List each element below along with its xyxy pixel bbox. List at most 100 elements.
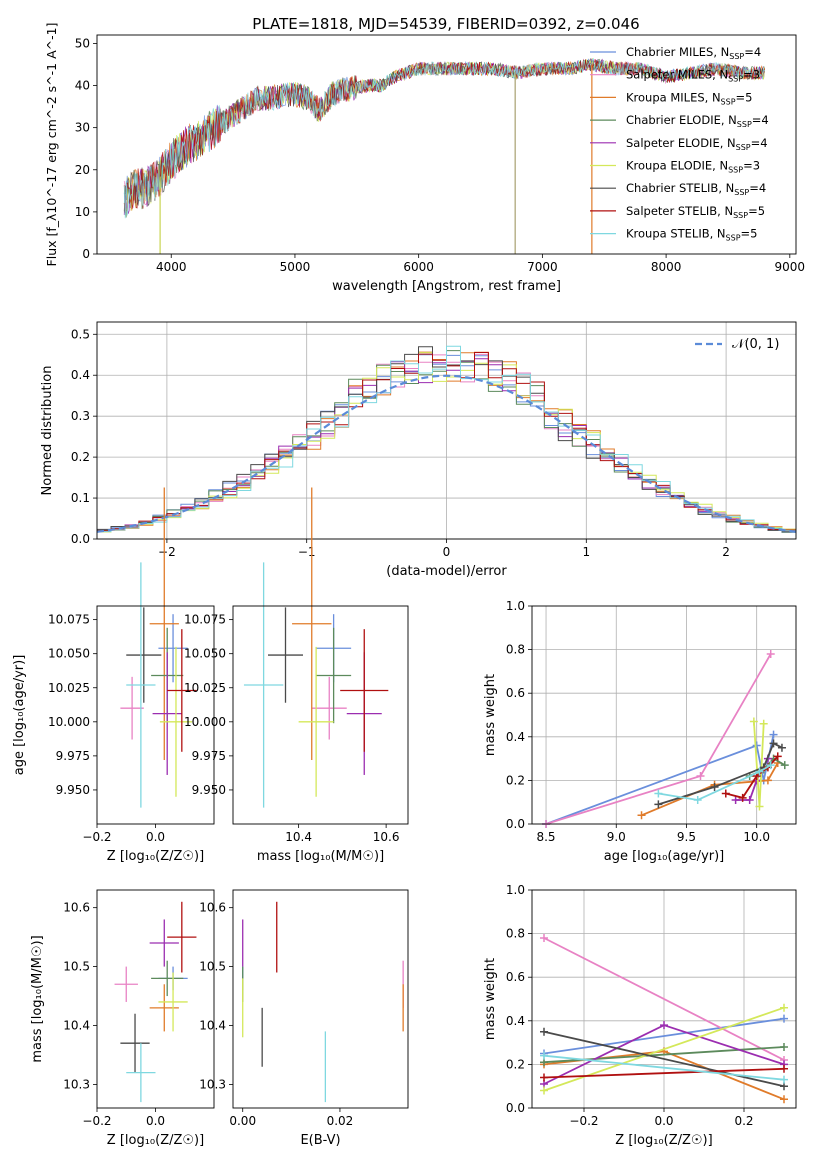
weight-marker (780, 1064, 788, 1073)
y-tick-label: 9.975 (56, 749, 90, 763)
legend: Chabrier MILES, NSSP=4 Salpeter MILES, NS… (590, 45, 769, 243)
weight-marker (752, 741, 761, 750)
weight-line (641, 762, 779, 817)
weight-marker (780, 761, 789, 770)
weight-marker (738, 793, 747, 802)
weight-line (543, 1054, 785, 1081)
x-tick-label: 10.6 (373, 830, 400, 844)
y-axis-label: mass weight (483, 674, 498, 756)
y-tick-label: 0.4 (71, 368, 90, 382)
legend-entry: Salpeter ELODIE, NSSP=4 (626, 136, 768, 152)
x-tick-label: 8.5 (536, 830, 555, 844)
y-tick-label: 0.8 (506, 927, 525, 941)
x-tick-label: 8000 (651, 260, 682, 274)
axes-frame (232, 605, 409, 825)
axes-frame (531, 889, 797, 1109)
weight-marker (780, 1075, 788, 1084)
x-tick-label: 10.4 (285, 830, 312, 844)
panel-age-vs-Z: −0.2 0.0 9.950 9.975 10.000 10.025 10.050 10.07… (12, 487, 215, 864)
weight-line (543, 937, 785, 1061)
panel-mass-vs-Z: −0.2 0.0 10.3 10.4 10.5 10.6 Z [log₁₀(Z/Z☉)] ma… (30, 889, 215, 1148)
x-tick-label: −0.2 (82, 1114, 111, 1128)
y-tick-label: 10.075 (184, 613, 226, 627)
figure-title: PLATE=1818, MJD=54539, FIBERID=0392, z=0… (252, 15, 639, 33)
x-tick-label: 0.2 (734, 1114, 753, 1128)
x-tick-label: −2 (158, 545, 176, 559)
y-tick-label: 0.8 (506, 643, 525, 657)
weight-marker (721, 789, 730, 798)
y-tick-label: 0.4 (506, 1014, 525, 1028)
weight-marker (769, 730, 778, 739)
y-axis-label: mass [log₁₀(M/M☉)] (30, 935, 45, 1062)
y-tick-label: 0.5 (71, 327, 90, 341)
x-tick-label: 0.0 (146, 1114, 165, 1128)
y-tick-label: 0.0 (506, 817, 525, 831)
x-tick-label: 6000 (403, 260, 434, 274)
y-tick-label: 30 (75, 121, 90, 135)
x-tick-label: 1 (582, 545, 590, 559)
x-tick-label: 7000 (527, 260, 558, 274)
x-tick-label: −0.2 (569, 1114, 598, 1128)
y-tick-label: 0.2 (506, 773, 525, 787)
weight-line (545, 653, 772, 825)
x-axis-label: (data-model)/error (386, 564, 507, 579)
weight-marker (755, 767, 764, 776)
weight-marker (759, 719, 768, 728)
y-tick-label: 10.050 (184, 647, 226, 661)
weight-marker (637, 811, 646, 820)
weight-line (545, 734, 775, 825)
weight-line (543, 1017, 785, 1055)
y-tick-label: 0.0 (71, 532, 90, 546)
y-tick-label: 1.0 (506, 883, 525, 897)
x-tick-label: 0.02 (327, 1114, 354, 1128)
weight-marker (745, 796, 754, 805)
weight-marker (660, 1021, 668, 1030)
axes-frame (531, 605, 797, 825)
y-axis-label: mass weight (483, 958, 498, 1040)
y-tick-label: 10.4 (199, 1019, 226, 1033)
weight-marker (731, 796, 740, 805)
weight-line (543, 1030, 785, 1088)
x-tick-label: 0 (443, 545, 451, 559)
y-tick-label: 1.0 (506, 599, 525, 613)
y-tick-label: 0.6 (506, 970, 525, 984)
y-tick-label: 10 (75, 205, 90, 219)
weight-marker (755, 802, 764, 811)
x-tick-label: 0.00 (229, 1114, 256, 1128)
x-tick-label: 9.0 (607, 830, 626, 844)
y-tick-label: 40 (75, 79, 90, 93)
y-tick-label: 10.025 (48, 681, 90, 695)
weight-marker (766, 761, 775, 770)
x-tick-label: 2 (722, 545, 730, 559)
plot-layer: 4000 5000 6000 7000 8000 900001020304050wavel… (12, 23, 805, 1148)
y-tick-label: 10.025 (184, 681, 226, 695)
weight-marker (540, 1073, 548, 1082)
x-tick-label: −1 (298, 545, 316, 559)
axes-frame (96, 889, 215, 1109)
y-tick-label: 20 (75, 163, 90, 177)
x-tick-label: 0.0 (654, 1114, 673, 1128)
x-axis-label: Z [log₁₀(Z/Z☉)] (107, 1133, 204, 1148)
spectrum-line (123, 57, 765, 219)
x-tick-label: −0.2 (82, 830, 111, 844)
y-tick-label: 10.075 (48, 613, 90, 627)
y-tick-label: 0.2 (71, 450, 90, 464)
y-tick-label: 0.2 (506, 1057, 525, 1071)
weight-marker (710, 782, 719, 791)
weight-marker (777, 743, 786, 752)
weight-line (658, 764, 772, 801)
panel-spectrum: 4000 5000 6000 7000 8000 9000 0 10 20 30 40 50 wavel… (44, 23, 805, 294)
panel-age-vs-mass: 10.4 10.6 9.950 9.975 10.000 10.025 10.050 10.0… (184, 487, 409, 864)
weight-marker (696, 772, 705, 781)
x-tick-label: 0.0 (146, 830, 165, 844)
legend-entry: Kroupa MILES, NSSP=5 (626, 90, 752, 106)
panel-residuals: −2 −1 0 1 2 0.0 0.1 0.2 0.3 0.4 0.5 𝒩(0, 1) (data-mo… (40, 321, 797, 579)
weight-marker (773, 752, 782, 761)
y-tick-label: 0.3 (71, 409, 90, 423)
weight-marker (540, 1051, 548, 1060)
y-tick-label: 10.5 (199, 960, 226, 974)
weight-marker (654, 789, 663, 798)
weight-line (543, 1067, 785, 1079)
x-axis-label: E(B-V) (300, 1133, 340, 1148)
